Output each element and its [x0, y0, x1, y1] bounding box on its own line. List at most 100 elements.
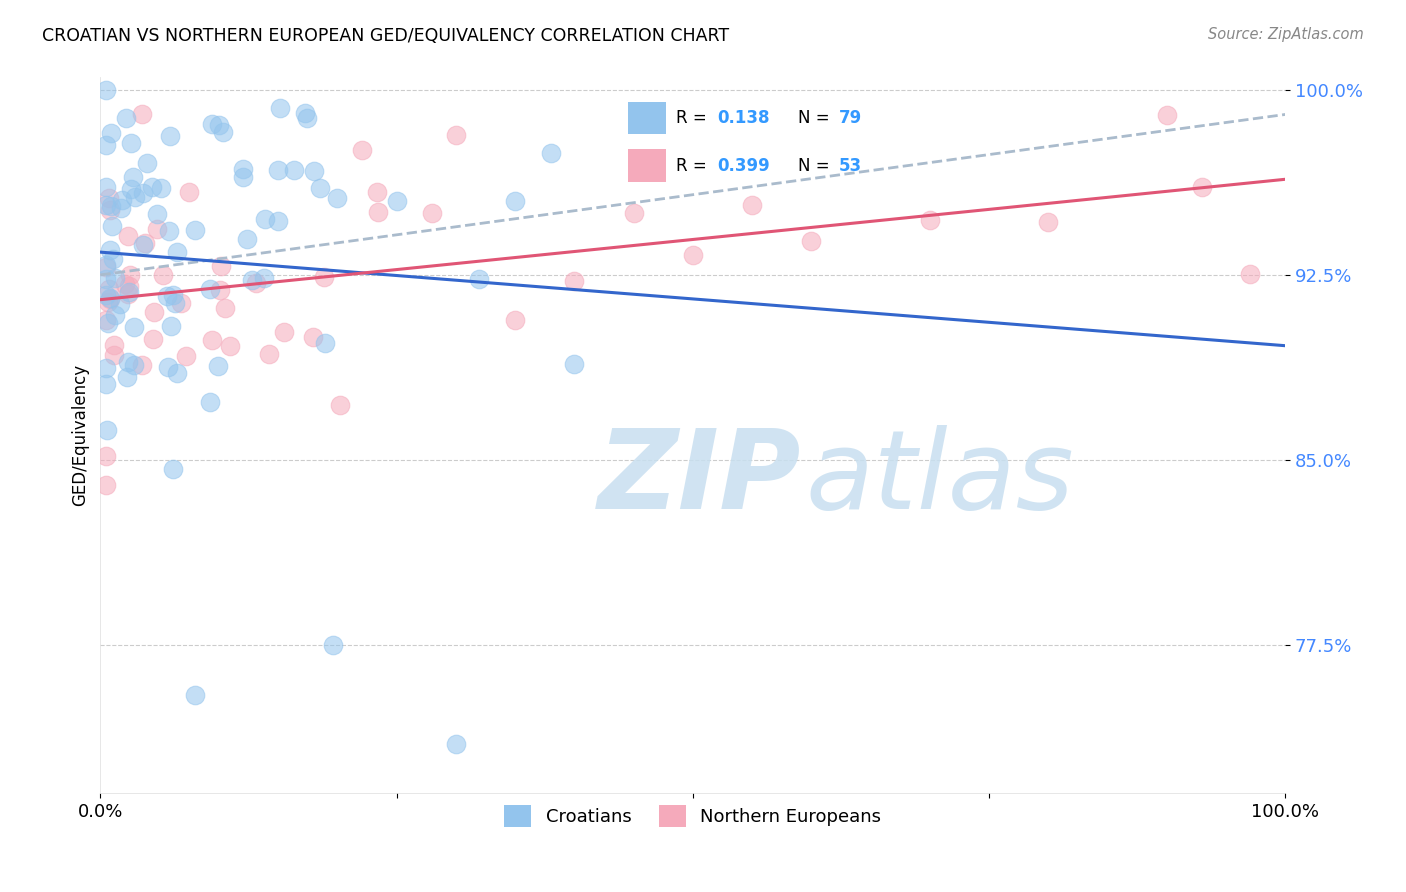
Point	[96, 423, 118, 437]
Point	[122, 319, 145, 334]
Point	[97, 294, 120, 309]
Point	[103, 348, 125, 362]
Point	[96, 288, 118, 302]
Point	[240, 273, 263, 287]
Point	[118, 268, 141, 283]
Point	[179, 186, 201, 200]
Point	[170, 296, 193, 310]
Text: Source: ZipAtlas.com: Source: ZipAtlas.com	[1208, 27, 1364, 42]
Point	[131, 107, 153, 121]
Point	[184, 688, 207, 702]
Point	[110, 202, 132, 216]
Point	[120, 182, 142, 196]
Point	[97, 190, 120, 204]
Point	[146, 221, 169, 235]
Point	[96, 313, 118, 327]
Point	[283, 162, 305, 177]
Point	[201, 334, 224, 348]
Point	[1239, 267, 1261, 281]
Point	[96, 83, 118, 97]
Point	[117, 287, 139, 301]
Point	[294, 106, 316, 120]
Point	[159, 128, 181, 143]
Point	[134, 236, 156, 251]
Point	[97, 316, 120, 330]
Point	[159, 319, 181, 334]
Point	[96, 180, 118, 194]
Point	[198, 394, 221, 409]
Point	[245, 276, 267, 290]
Point	[302, 163, 325, 178]
Point	[101, 219, 124, 234]
Point	[503, 194, 526, 209]
Point	[367, 204, 389, 219]
Y-axis label: GED/Equivalency: GED/Equivalency	[72, 364, 89, 507]
Point	[366, 185, 388, 199]
Point	[1038, 215, 1060, 229]
Point	[326, 191, 349, 205]
Point	[165, 295, 187, 310]
Point	[108, 297, 131, 311]
Point	[96, 137, 118, 152]
Point	[232, 170, 254, 185]
Point	[96, 376, 118, 391]
Point	[219, 339, 242, 353]
Point	[162, 462, 184, 476]
Point	[96, 197, 118, 211]
Point	[115, 370, 138, 384]
Point	[152, 268, 174, 282]
Point	[208, 119, 231, 133]
Point	[121, 170, 143, 185]
Point	[322, 638, 344, 652]
Point	[297, 111, 319, 125]
Point	[201, 117, 224, 131]
Point	[1156, 108, 1178, 122]
Point	[115, 111, 138, 125]
Point	[117, 285, 139, 300]
Point	[117, 228, 139, 243]
Point	[156, 289, 179, 303]
Point	[198, 282, 221, 296]
Point	[207, 359, 229, 374]
Point	[104, 271, 127, 285]
Point	[231, 162, 253, 177]
Point	[104, 308, 127, 322]
Point	[98, 291, 121, 305]
Point	[540, 146, 562, 161]
Point	[135, 156, 157, 170]
Point	[146, 206, 169, 220]
Point	[350, 143, 373, 157]
Legend: Croatians, Northern Europeans: Croatians, Northern Europeans	[498, 798, 889, 834]
Point	[100, 199, 122, 213]
Point	[96, 477, 118, 491]
Point	[444, 128, 467, 143]
Point	[132, 186, 155, 200]
Point	[162, 288, 184, 302]
Point	[96, 258, 118, 272]
Point	[312, 269, 335, 284]
Point	[273, 325, 295, 339]
Point	[98, 244, 121, 258]
Point	[420, 206, 443, 220]
Text: CROATIAN VS NORTHERN EUROPEAN GED/EQUIVALENCY CORRELATION CHART: CROATIAN VS NORTHERN EUROPEAN GED/EQUIVA…	[42, 27, 730, 45]
Point	[562, 274, 585, 288]
Point	[562, 357, 585, 371]
Point	[314, 336, 336, 351]
Point	[103, 338, 125, 352]
Point	[254, 212, 277, 227]
Point	[623, 206, 645, 220]
Point	[111, 193, 134, 207]
Point	[301, 330, 323, 344]
Point	[114, 277, 136, 291]
Point	[682, 247, 704, 261]
Point	[209, 259, 232, 273]
Point	[117, 279, 139, 293]
Point	[309, 180, 332, 194]
Point	[269, 101, 291, 115]
Point	[267, 163, 290, 178]
Point	[120, 136, 142, 151]
Point	[267, 214, 290, 228]
Point	[503, 312, 526, 326]
Text: atlas: atlas	[806, 425, 1074, 532]
Point	[96, 361, 118, 376]
